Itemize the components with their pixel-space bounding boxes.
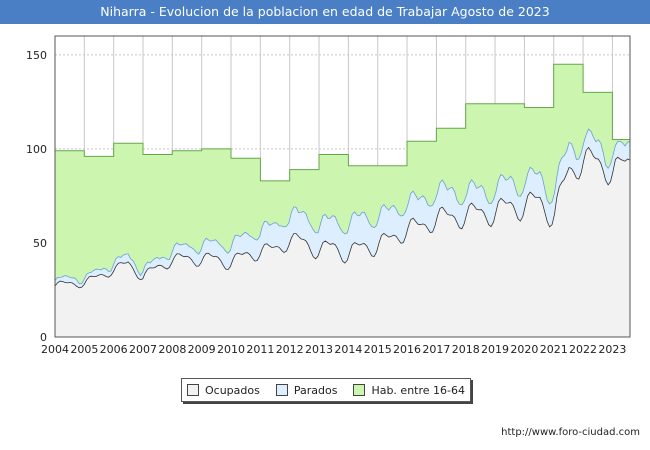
- x-tick-label-2013: 2013: [305, 343, 333, 356]
- series-areas: [54, 63, 631, 337]
- legend-swatch-ocupados: [186, 384, 199, 396]
- plot-border: [54, 35, 631, 338]
- x-tick-label-2014: 2014: [334, 343, 362, 356]
- x-tick-label-2005: 2005: [70, 343, 98, 356]
- x-tick-label-2009: 2009: [188, 343, 216, 356]
- x-tick-label-2011: 2011: [246, 343, 274, 356]
- source-link[interactable]: http://www.foro-ciudad.com: [501, 427, 640, 438]
- y-tick-label-150: 150: [26, 49, 47, 62]
- x-tick-label-2012: 2012: [276, 343, 304, 356]
- x-tick-label-2008: 2008: [158, 343, 186, 356]
- plot-frame: [54, 35, 631, 338]
- x-tick-label-2023: 2023: [598, 343, 626, 356]
- legend-swatch-hab: [353, 384, 366, 396]
- x-axis-labels: 2004 2005 2006 2007 2008 2009 2010 2011 2012 2013…: [41, 343, 626, 356]
- legend-item-parados: Parados: [275, 383, 338, 397]
- legend-label-ocupados: Ocupados: [204, 383, 260, 397]
- ocupados-area: [55, 147, 630, 337]
- legend-label-hab: Hab. entre 16-64: [371, 383, 465, 397]
- x-tick-label-2006: 2006: [100, 343, 128, 356]
- x-tick-label-2021: 2021: [540, 343, 568, 356]
- x-tick-label-2022: 2022: [569, 343, 597, 356]
- chart-svg: 2004 2005 2006 2007 2008 2009 2010 2011 2012 2013…: [26, 35, 631, 356]
- chart-title: Niharra - Evolucion de la poblacion en e…: [0, 0, 650, 24]
- x-tick-label-2017: 2017: [422, 343, 450, 356]
- legend-label-parados: Parados: [293, 383, 338, 397]
- x-tick-label-2015: 2015: [364, 343, 392, 356]
- ocupados-line: [54, 146, 631, 289]
- x-tick-label-2010: 2010: [217, 343, 245, 356]
- x-tick-label-2007: 2007: [129, 343, 157, 356]
- x-tick-label-2019: 2019: [481, 343, 509, 356]
- y-axis-labels: 0 50 100 150: [26, 49, 47, 344]
- parados-line: [54, 128, 631, 285]
- legend: Ocupados Parados Hab. entre 16-64: [181, 378, 471, 402]
- legend-swatch-parados: [275, 384, 288, 396]
- x-tick-label-2004: 2004: [41, 343, 69, 356]
- legend-item-ocupados: Ocupados: [186, 383, 260, 397]
- legend-item-hab: Hab. entre 16-64: [353, 384, 465, 397]
- y-tick-label-100: 100: [26, 143, 47, 156]
- x-tick-label-2016: 2016: [393, 343, 421, 356]
- hab-line: [55, 63, 630, 182]
- x-tick-label-2020: 2020: [510, 343, 538, 356]
- y-tick-label-0: 0: [40, 331, 47, 344]
- y-tick-label-50: 50: [33, 237, 47, 250]
- x-tick-label-2018: 2018: [452, 343, 480, 356]
